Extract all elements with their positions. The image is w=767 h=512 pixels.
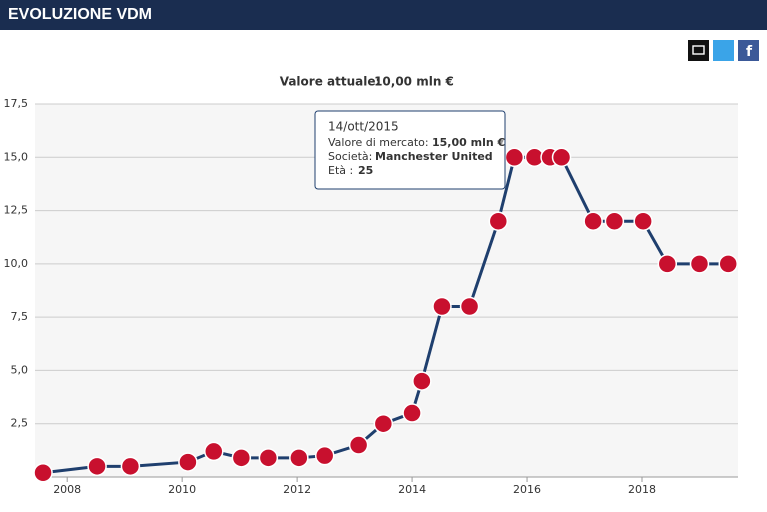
tooltip-date: 14/ott/2015: [328, 120, 399, 134]
club-marker: [432, 296, 452, 317]
club-marker: [604, 211, 625, 231]
club-marker: [204, 441, 224, 462]
mail-icon[interactable]: [688, 40, 709, 61]
club-marker: [412, 371, 432, 391]
club-marker: [504, 147, 525, 168]
y-tick-label: 15,0: [4, 150, 29, 163]
facebook-icon[interactable]: [738, 40, 759, 61]
tooltip-club-label: Società:: [328, 150, 372, 163]
club-marker: [459, 296, 480, 317]
club-marker: [402, 403, 422, 423]
x-tick-label: 2010: [168, 483, 196, 496]
tooltip-box: [314, 110, 506, 190]
club-marker: [258, 448, 279, 468]
x-tick-label: 2014: [398, 483, 426, 496]
tooltip-value-label: Valore di mercato:: [328, 136, 429, 149]
x-tick-label: 2016: [513, 483, 541, 496]
y-tick-label: 12,5: [4, 204, 29, 217]
tooltip-age-label: Età :: [328, 164, 353, 177]
club-marker: [289, 448, 309, 468]
x-tick-label: 2018: [628, 483, 656, 496]
subtitle-value: 10,00 mln €: [374, 75, 454, 89]
twitter-icon[interactable]: [713, 40, 734, 61]
subtitle-label: Valore attuale:: [280, 75, 381, 89]
x-tick-label: 2008: [53, 483, 81, 496]
club-marker: [87, 456, 107, 477]
facebook-glyph: f: [746, 44, 753, 60]
y-tick-label: 2,5: [11, 417, 29, 430]
tooltip: 14/ott/2015 Valore di mercato: 15,00 mln…: [314, 110, 506, 190]
club-marker: [633, 211, 653, 231]
y-tick-label: 5,0: [11, 363, 29, 376]
club-marker: [178, 452, 198, 472]
club-marker: [718, 254, 738, 274]
header-title: EVOLUZIONE VDM: [0, 0, 767, 30]
tooltip-club: Manchester United: [375, 150, 493, 163]
tooltip-value: 15,00 mln €: [432, 136, 505, 149]
club-marker: [551, 147, 572, 168]
y-tick-label: 17,5: [4, 97, 29, 110]
club-marker: [120, 456, 141, 477]
tooltip-age: 25: [358, 164, 373, 177]
x-tick-label: 2012: [283, 483, 311, 496]
club-marker: [33, 462, 53, 483]
club-marker: [583, 211, 603, 231]
club-marker: [314, 445, 335, 466]
club-marker: [231, 448, 252, 468]
club-marker: [348, 435, 369, 455]
club-marker: [689, 254, 710, 274]
share-icons[interactable]: f: [688, 40, 759, 61]
mail-glyph: [692, 45, 705, 55]
club-marker: [657, 254, 678, 274]
y-tick-label: 10,0: [4, 257, 29, 270]
club-marker: [488, 211, 509, 231]
club-marker: [373, 413, 394, 434]
y-tick-label: 7,5: [11, 310, 29, 323]
